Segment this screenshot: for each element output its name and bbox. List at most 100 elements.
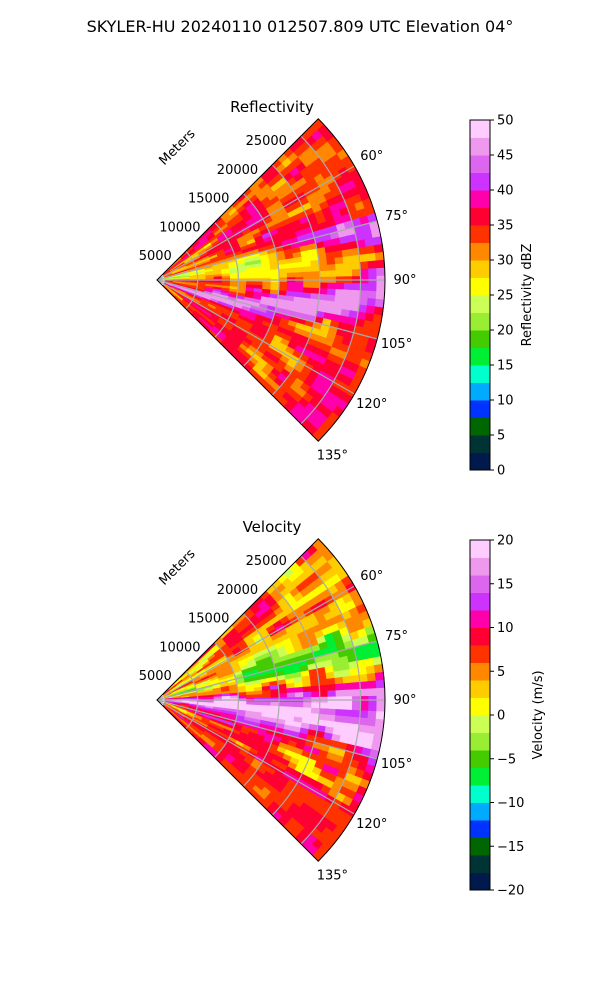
radial-tick-label: 5000 (139, 249, 172, 264)
angle-tick-label: 105° (381, 757, 412, 772)
field-cell (374, 298, 385, 309)
field-cell (303, 282, 313, 289)
field-cell (311, 702, 321, 709)
field-cell (327, 270, 337, 278)
field-cell (319, 690, 329, 698)
field-cell (334, 676, 344, 685)
field-cell (341, 249, 352, 258)
colorbar-segment (470, 820, 490, 838)
azimuth-gridline (156, 279, 355, 395)
field-cell (350, 254, 361, 264)
field-cell (335, 683, 345, 691)
field-cell (294, 266, 304, 274)
field-cell (254, 274, 264, 279)
field-cell (334, 256, 344, 265)
colorbar-tick-label: −5 (497, 752, 516, 767)
field-cell (319, 282, 329, 290)
field-cell (303, 691, 313, 698)
field-cell (302, 686, 312, 693)
colorbar-segment (470, 872, 490, 891)
field-cell (318, 288, 329, 296)
field-cell (351, 289, 361, 299)
velocity-colorbar-label: Velocity (m/s) (531, 670, 546, 759)
field-cell (302, 260, 312, 268)
colorbar-tick-label: 0 (497, 709, 505, 724)
colorbar-segment (470, 330, 490, 348)
field-cell (341, 669, 352, 678)
angle-tick-label: 75° (385, 629, 408, 644)
field-cell (311, 691, 321, 698)
colorbar-tick-label: 30 (497, 254, 514, 269)
field-cell (358, 673, 369, 683)
colorbar-segment (470, 260, 490, 278)
field-cell (358, 297, 369, 307)
field-cell (343, 709, 353, 718)
colorbar-tick-label: 10 (497, 621, 514, 636)
colorbar-tick-label: 5 (497, 665, 505, 680)
field-cell (359, 290, 369, 299)
field-cell (318, 708, 329, 716)
colorbar-segment (470, 400, 490, 418)
field-cell (351, 283, 361, 291)
velocity-grid (156, 555, 385, 845)
field-cell (351, 689, 361, 697)
field-cell (278, 268, 288, 274)
field-cell (368, 703, 378, 712)
colorbar-segment (470, 452, 490, 471)
colorbar-segment (470, 750, 490, 768)
field-cell (368, 268, 378, 277)
angle-tick-label: 120° (356, 817, 387, 832)
radial-tick-label: 10000 (159, 640, 200, 655)
colorbar-segment (470, 715, 490, 733)
field-cell (375, 259, 386, 269)
angle-tick-label: 90° (393, 693, 416, 708)
colorbar-segment (470, 575, 490, 593)
angle-tick-label: 105° (381, 337, 412, 352)
field-cell (327, 288, 337, 296)
colorbar-segment (470, 435, 490, 453)
field-cell (311, 282, 321, 289)
angle-tick-label: 60° (360, 149, 383, 164)
field-cell (310, 707, 320, 715)
colorbar-tick-label: 0 (497, 464, 505, 479)
field-cell (359, 268, 369, 277)
field-cell (286, 272, 296, 279)
colorbar-segment (470, 732, 490, 751)
field-cell (376, 687, 386, 697)
radial-tick-label: 5000 (139, 669, 172, 684)
colorbar-segment (470, 680, 490, 698)
field-cell (326, 257, 336, 266)
field-cell (278, 281, 288, 288)
field-cell (310, 259, 320, 267)
radial-tick-label: 20000 (217, 583, 258, 598)
field-cell (278, 692, 288, 699)
colorbar-tick-label: 5 (497, 429, 505, 444)
colorbar-segment (470, 645, 490, 663)
reflectivity-colorbar: 0 5 10 15 20 25 30 35 40 45 50 (469, 114, 514, 479)
field-cell (374, 671, 385, 682)
field-cell (262, 273, 272, 279)
field-cell (343, 282, 353, 291)
colorbar-segment (470, 242, 490, 261)
field-cell (374, 251, 385, 262)
field-cell (343, 262, 353, 271)
azimuth-gridline (156, 165, 355, 281)
colorbar-segment (470, 855, 490, 873)
azimuth-gridline (156, 640, 378, 701)
field-cell (278, 688, 288, 694)
radial-tick-label: 15000 (188, 612, 229, 627)
field-cell (270, 269, 280, 275)
field-cell (246, 694, 256, 699)
sector-outline (156, 538, 386, 862)
azimuth-gridline (156, 585, 355, 701)
reflectivity-panel: Reflectivity 60° 75° 90° 105° 120° 135° 5000 10… (139, 98, 535, 479)
colorbar-segment (470, 190, 490, 208)
colorbar-segment (470, 627, 490, 646)
field-cell (350, 296, 361, 306)
angle-tick-label: 60° (360, 569, 383, 584)
colorbar-tick-label: 10 (497, 394, 514, 409)
field-cell (351, 709, 361, 719)
colorbar-segment (470, 540, 490, 558)
sector-outline (156, 118, 386, 442)
